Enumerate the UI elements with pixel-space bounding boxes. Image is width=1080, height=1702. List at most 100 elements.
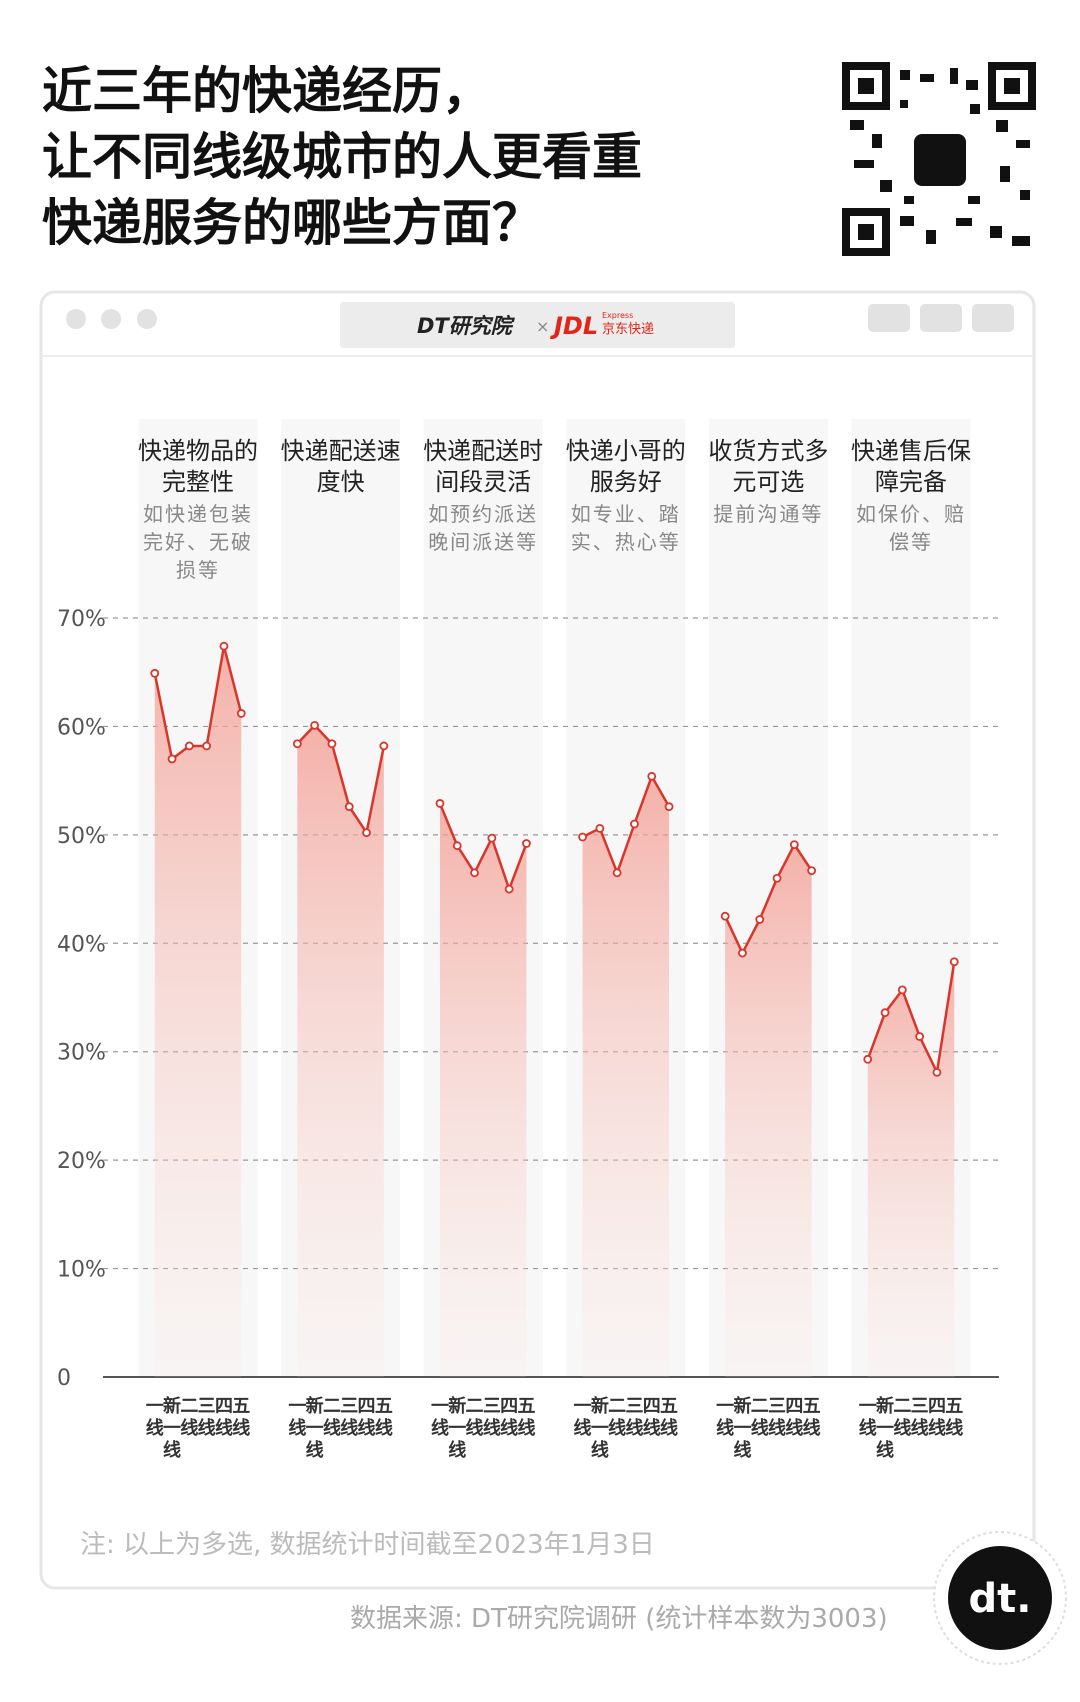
series-name: 快递物品的完整性 bbox=[138, 437, 258, 496]
title: 近三年的快递经历， 让不同线级城市的人更看重 快递服务的哪些方面？ bbox=[42, 58, 642, 256]
x-tick-label: 一线 bbox=[573, 1396, 592, 1439]
area bbox=[297, 725, 384, 1377]
x-tick-label: 四线 bbox=[785, 1396, 804, 1439]
brand-cross: × bbox=[536, 317, 549, 336]
x-tick-label: 新一线 bbox=[448, 1396, 467, 1461]
logo bbox=[948, 1546, 1052, 1650]
area bbox=[154, 646, 242, 1377]
line bbox=[153, 645, 243, 762]
series-description: 如预约派送晚间派送等 bbox=[428, 502, 539, 554]
y-tick-label: 70% bbox=[57, 607, 106, 632]
area bbox=[439, 803, 527, 1377]
y-tick-label: 50% bbox=[57, 824, 106, 849]
x-tick-label: 四线 bbox=[927, 1396, 946, 1439]
title-line: 让不同线级城市的人更看重 bbox=[42, 128, 642, 186]
series-name: 快递售后保障完备 bbox=[851, 437, 971, 496]
x-tick-label: 二线 bbox=[893, 1396, 912, 1439]
brand-right: JDL bbox=[550, 312, 598, 340]
window-buttons bbox=[66, 304, 1014, 332]
point bbox=[452, 841, 462, 851]
x-tick-label: 四线 bbox=[642, 1396, 661, 1439]
series-description: 提前沟通等 bbox=[713, 502, 824, 526]
x-tick-label: 三线 bbox=[340, 1396, 359, 1439]
point bbox=[150, 668, 160, 678]
y-tick-label: 30% bbox=[57, 1041, 106, 1066]
brand-left: DT研究院 bbox=[417, 314, 516, 338]
title-line: 近三年的快递经历， bbox=[42, 62, 492, 120]
point bbox=[595, 823, 605, 833]
x-tick-label: 五线 bbox=[802, 1396, 821, 1439]
x-tick-label: 二线 bbox=[465, 1396, 484, 1439]
point bbox=[789, 840, 799, 850]
point bbox=[578, 832, 587, 842]
point bbox=[470, 868, 479, 878]
point bbox=[772, 873, 782, 883]
point bbox=[362, 828, 371, 838]
y-tick-label: 10% bbox=[57, 1258, 106, 1283]
point bbox=[219, 641, 229, 651]
area bbox=[725, 844, 812, 1377]
series-description: 如专业、踏实、热心等 bbox=[570, 502, 681, 554]
x-tick-label: 三线 bbox=[482, 1396, 501, 1439]
point bbox=[292, 739, 302, 749]
point bbox=[487, 833, 497, 843]
area bbox=[582, 776, 670, 1377]
y-tick-label: 0 bbox=[57, 1366, 71, 1391]
y-tick-label: 40% bbox=[57, 932, 106, 957]
brand-bar bbox=[340, 302, 735, 348]
point bbox=[344, 802, 354, 812]
series-name: 快递配送时间段灵活 bbox=[423, 437, 544, 496]
title-line: 快递服务的哪些方面？ bbox=[42, 194, 542, 252]
point bbox=[202, 741, 212, 751]
series-description: 如保价、赔偿等 bbox=[856, 502, 966, 554]
x-tick-label: 三线 bbox=[768, 1396, 787, 1439]
brand-right-sub: Express bbox=[602, 311, 633, 320]
line bbox=[438, 802, 528, 893]
point bbox=[720, 911, 730, 921]
point bbox=[949, 957, 959, 967]
qr-code bbox=[842, 62, 1036, 256]
point bbox=[167, 754, 177, 764]
x-tick-label: 二线 bbox=[180, 1396, 199, 1439]
x-tick-label: 一线 bbox=[430, 1396, 449, 1439]
point bbox=[664, 802, 674, 812]
point bbox=[379, 741, 389, 751]
y-tick-label: 20% bbox=[57, 1149, 106, 1174]
x-tick-label: 四线 bbox=[500, 1396, 519, 1439]
line bbox=[866, 961, 956, 1077]
x-tick-label: 一线 bbox=[716, 1396, 735, 1439]
x-tick-label: 新一线 bbox=[590, 1396, 609, 1461]
x-tick-label: 一线 bbox=[288, 1396, 307, 1439]
point bbox=[915, 1032, 925, 1041]
point bbox=[236, 709, 246, 718]
logo-text: dt. bbox=[969, 1576, 1032, 1622]
point bbox=[647, 771, 657, 781]
point bbox=[504, 884, 514, 894]
point bbox=[880, 1008, 890, 1018]
point bbox=[435, 799, 445, 808]
x-tick-label: 五线 bbox=[232, 1396, 251, 1439]
x-tick-label: 新一线 bbox=[305, 1396, 324, 1461]
point bbox=[738, 948, 747, 958]
x-tick-label: 新一线 bbox=[876, 1396, 895, 1461]
series-name: 快递配送速度快 bbox=[280, 437, 401, 496]
point bbox=[310, 720, 320, 730]
point bbox=[863, 1054, 873, 1064]
x-tick-label: 二线 bbox=[750, 1396, 769, 1439]
x-tick-label: 一线 bbox=[858, 1396, 877, 1439]
x-tick-label: 五线 bbox=[945, 1396, 964, 1439]
point bbox=[327, 739, 337, 749]
point bbox=[897, 985, 907, 995]
brand-right-name: 京东快递 bbox=[602, 322, 654, 337]
line bbox=[724, 842, 813, 956]
x-tick-label: 三线 bbox=[910, 1396, 929, 1439]
x-tick-label: 四线 bbox=[357, 1396, 376, 1439]
point bbox=[755, 915, 765, 924]
point bbox=[612, 868, 622, 878]
y-tick-label: 60% bbox=[57, 715, 106, 740]
x-tick-label: 新一线 bbox=[733, 1396, 752, 1461]
x-tick-label: 二线 bbox=[322, 1396, 341, 1439]
point bbox=[184, 741, 194, 751]
